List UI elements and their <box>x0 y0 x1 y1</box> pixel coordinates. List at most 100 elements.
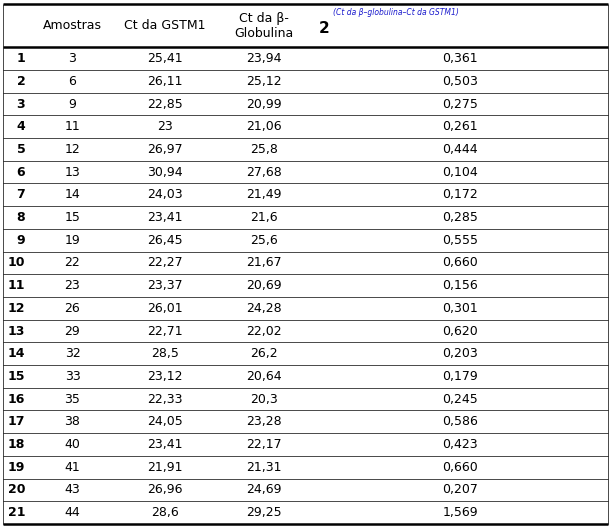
Text: 28,5: 28,5 <box>151 347 179 360</box>
Text: 38: 38 <box>65 415 80 428</box>
Text: 26,45: 26,45 <box>147 234 183 247</box>
Text: Amostras: Amostras <box>43 19 102 32</box>
Text: 22: 22 <box>65 256 80 269</box>
Text: 0,156: 0,156 <box>443 279 478 292</box>
Text: 0,207: 0,207 <box>443 483 478 497</box>
Text: 0,172: 0,172 <box>443 188 478 201</box>
Text: 20,64: 20,64 <box>246 370 281 383</box>
Text: 23,37: 23,37 <box>147 279 183 292</box>
Text: 33: 33 <box>65 370 80 383</box>
Text: 6: 6 <box>16 166 26 179</box>
Text: 24,69: 24,69 <box>246 483 281 497</box>
Text: 29,25: 29,25 <box>246 506 281 519</box>
Text: 26,11: 26,11 <box>147 75 183 88</box>
Text: 43: 43 <box>65 483 80 497</box>
Text: 0,285: 0,285 <box>443 211 478 224</box>
Text: 5: 5 <box>16 143 26 156</box>
Text: 26: 26 <box>65 302 80 315</box>
Text: 0,261: 0,261 <box>443 120 478 133</box>
Text: 3: 3 <box>16 97 26 110</box>
Text: 23: 23 <box>157 120 173 133</box>
Text: 21,49: 21,49 <box>246 188 281 201</box>
Text: 20,3: 20,3 <box>250 392 278 406</box>
Text: 22,85: 22,85 <box>147 97 183 110</box>
Text: 21: 21 <box>8 506 26 519</box>
Text: Ct da β-
Globulina: Ct da β- Globulina <box>234 12 294 40</box>
Text: 9: 9 <box>16 234 26 247</box>
Text: 2: 2 <box>319 21 330 36</box>
Text: 26,01: 26,01 <box>147 302 183 315</box>
Text: 0,245: 0,245 <box>443 392 478 406</box>
Text: 0,555: 0,555 <box>442 234 479 247</box>
Text: 32: 32 <box>65 347 80 360</box>
Text: 0,620: 0,620 <box>443 325 478 338</box>
Text: 0,503: 0,503 <box>443 75 478 88</box>
Text: 23,28: 23,28 <box>246 415 281 428</box>
Text: 0,104: 0,104 <box>443 166 478 179</box>
Text: 0,301: 0,301 <box>443 302 478 315</box>
Text: 23: 23 <box>65 279 80 292</box>
Text: 19: 19 <box>8 461 26 474</box>
Text: 0,361: 0,361 <box>443 52 478 65</box>
Text: 27,68: 27,68 <box>246 166 281 179</box>
Text: 12: 12 <box>8 302 26 315</box>
Text: 20: 20 <box>8 483 26 497</box>
Text: 24,28: 24,28 <box>246 302 281 315</box>
Text: 23,41: 23,41 <box>147 438 183 451</box>
Text: 0,586: 0,586 <box>443 415 478 428</box>
Text: 12: 12 <box>65 143 80 156</box>
Text: 11: 11 <box>8 279 26 292</box>
Text: 0,423: 0,423 <box>443 438 478 451</box>
Text: 40: 40 <box>65 438 80 451</box>
Text: 0,179: 0,179 <box>443 370 478 383</box>
Text: 20,99: 20,99 <box>246 97 281 110</box>
Text: 2: 2 <box>16 75 26 88</box>
Text: 15: 15 <box>65 211 80 224</box>
Text: 23,41: 23,41 <box>147 211 183 224</box>
Text: 22,71: 22,71 <box>147 325 183 338</box>
Text: 0,275: 0,275 <box>443 97 478 110</box>
Text: 29: 29 <box>65 325 80 338</box>
Text: 21,31: 21,31 <box>246 461 281 474</box>
Text: 1,569: 1,569 <box>443 506 478 519</box>
Text: 23,94: 23,94 <box>246 52 281 65</box>
Text: 14: 14 <box>8 347 26 360</box>
Text: 14: 14 <box>65 188 80 201</box>
Text: 0,444: 0,444 <box>443 143 478 156</box>
Text: (Ct da β–globulina–Ct da GSTM1): (Ct da β–globulina–Ct da GSTM1) <box>333 8 459 17</box>
Text: 17: 17 <box>8 415 26 428</box>
Text: 11: 11 <box>65 120 80 133</box>
Text: 41: 41 <box>65 461 80 474</box>
Text: 4: 4 <box>16 120 26 133</box>
Text: 0,660: 0,660 <box>443 256 478 269</box>
Text: 3: 3 <box>69 52 76 65</box>
Text: 24,03: 24,03 <box>147 188 183 201</box>
Text: 28,6: 28,6 <box>151 506 179 519</box>
Text: 1: 1 <box>16 52 26 65</box>
Text: 21,67: 21,67 <box>246 256 281 269</box>
Text: 21,91: 21,91 <box>147 461 183 474</box>
Text: Ct da GSTM1: Ct da GSTM1 <box>124 19 206 32</box>
Text: 9: 9 <box>69 97 76 110</box>
Text: 24,05: 24,05 <box>147 415 183 428</box>
Text: 25,41: 25,41 <box>147 52 183 65</box>
Text: 0,660: 0,660 <box>443 461 478 474</box>
Text: 25,6: 25,6 <box>250 234 278 247</box>
Text: 22,17: 22,17 <box>246 438 281 451</box>
Text: 21,06: 21,06 <box>246 120 281 133</box>
Text: 8: 8 <box>16 211 26 224</box>
Text: 21,6: 21,6 <box>250 211 278 224</box>
Text: 26,2: 26,2 <box>250 347 278 360</box>
Text: 6: 6 <box>69 75 76 88</box>
Text: 7: 7 <box>16 188 26 201</box>
Text: 26,97: 26,97 <box>147 143 183 156</box>
Text: 19: 19 <box>65 234 80 247</box>
Text: 16: 16 <box>8 392 26 406</box>
Text: 18: 18 <box>8 438 26 451</box>
Text: 20,69: 20,69 <box>246 279 281 292</box>
Text: 13: 13 <box>65 166 80 179</box>
Text: 35: 35 <box>65 392 80 406</box>
Text: 23,12: 23,12 <box>147 370 183 383</box>
Text: 26,96: 26,96 <box>147 483 183 497</box>
Text: 22,02: 22,02 <box>246 325 281 338</box>
